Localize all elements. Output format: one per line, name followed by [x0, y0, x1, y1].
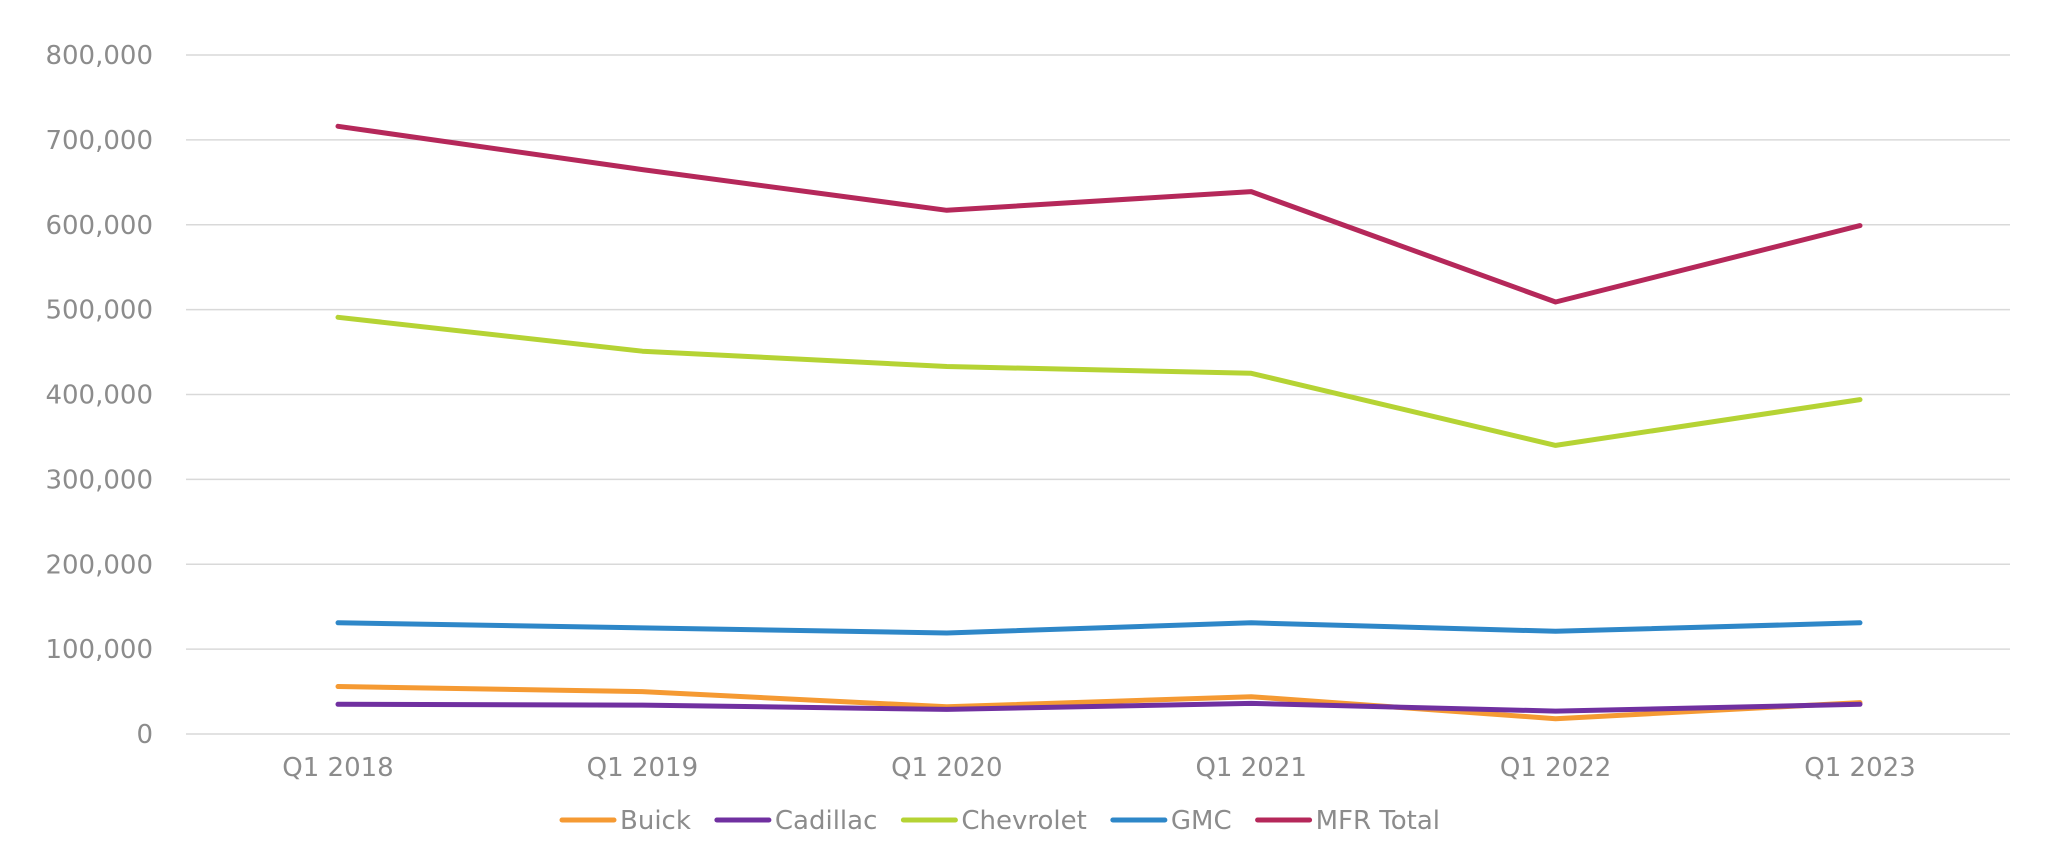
y-tick-label: 300,000: [45, 465, 153, 495]
y-tick-label: 500,000: [45, 296, 153, 326]
x-tick-label: Q1 2018: [282, 753, 393, 783]
series-line-mfr-total: [335, 123, 1863, 305]
y-tick-label: 0: [136, 720, 153, 750]
legend-label-gmc: GMC: [1171, 806, 1232, 836]
series-layer: [335, 123, 1863, 722]
legend-label-mfr-total: MFR Total: [1316, 806, 1440, 836]
series-line-buick: [335, 684, 1863, 722]
grid-layer: [186, 54, 2010, 735]
x-tick-label: Q1 2023: [1804, 753, 1915, 783]
y-tick-label: 600,000: [45, 211, 153, 241]
x-tick-label: Q1 2019: [587, 753, 698, 783]
legend-label-cadillac: Cadillac: [775, 806, 878, 836]
y-tick-label: 400,000: [45, 381, 153, 411]
y-axis-tick-labels: 0 100,000 200,000 300,000 400,000 500,000 600,…: [45, 41, 153, 750]
y-tick-label: 800,000: [45, 41, 153, 71]
series-line-gmc: [335, 620, 1863, 636]
legend-label-buick: Buick: [620, 806, 691, 836]
y-tick-label: 200,000: [45, 550, 153, 580]
x-axis-tick-labels: Q1 2018 Q1 2019 Q1 2020 Q1 2021 Q1 2022 Q1 20…: [282, 753, 1915, 783]
x-tick-label: Q1 2022: [1500, 753, 1611, 783]
legend-label-chevrolet: Chevrolet: [961, 806, 1086, 836]
series-line-chevrolet: [335, 314, 1863, 448]
x-tick-label: Q1 2020: [891, 753, 1002, 783]
y-tick-label: 700,000: [45, 126, 153, 156]
x-tick-label: Q1 2021: [1195, 753, 1306, 783]
y-tick-label: 100,000: [45, 635, 153, 665]
legend: Buick Cadillac Chevrolet GMC MFR Total: [559, 806, 1440, 836]
series-line-cadillac: [335, 700, 1863, 714]
